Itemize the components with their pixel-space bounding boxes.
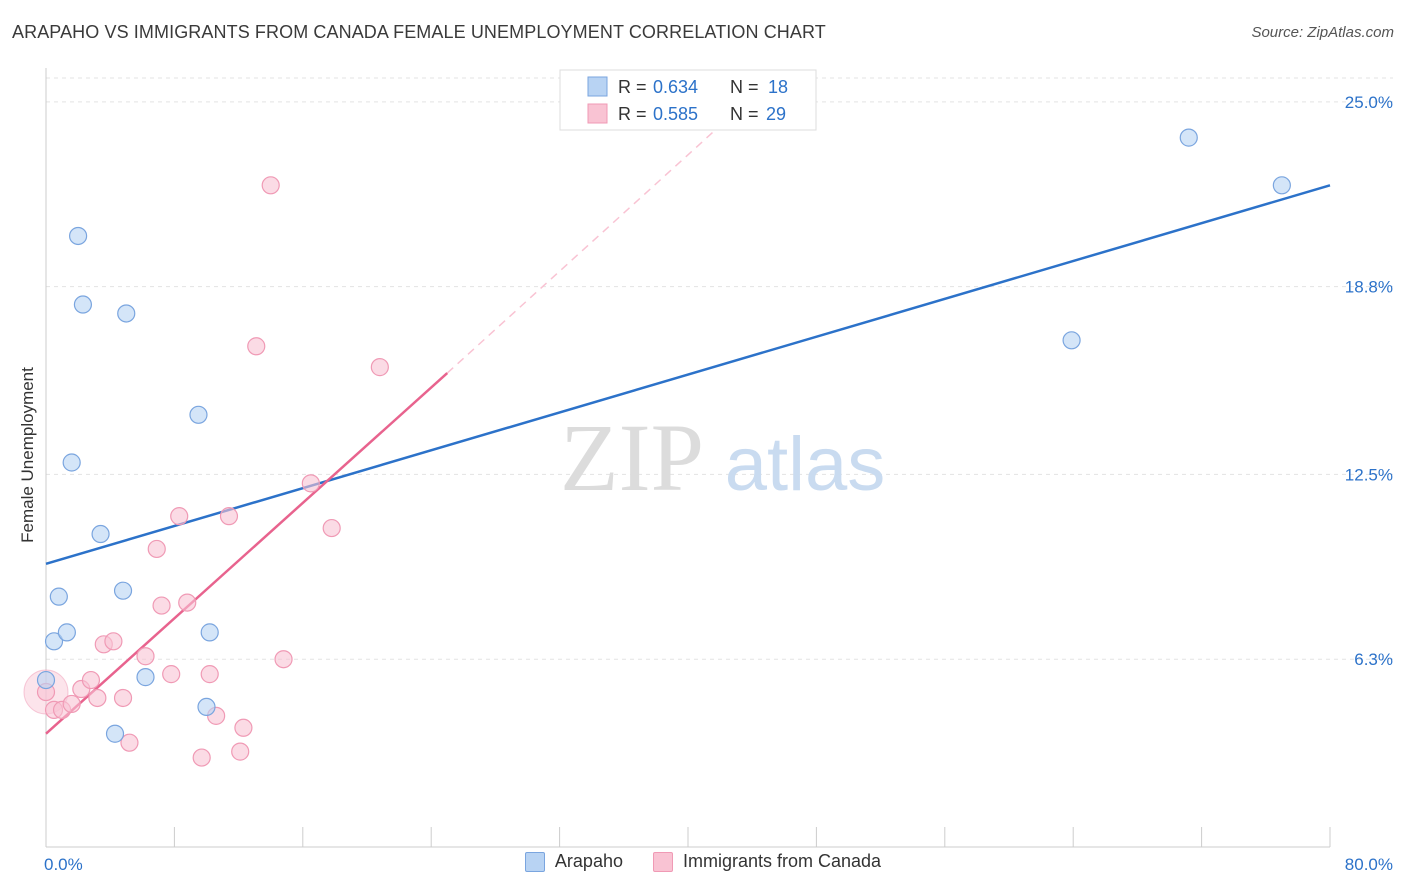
data-point-canada (113, 688, 133, 708)
data-point-canada (192, 748, 211, 767)
gridlines (46, 77, 1393, 660)
data-point-canada (234, 718, 253, 737)
x-tick-label: 80.0% (1345, 855, 1393, 874)
y-tick-label: 12.5% (1345, 465, 1393, 484)
y-tick-label: 18.8% (1345, 278, 1393, 297)
watermark-zip: ZIP (560, 404, 704, 511)
data-points (23, 128, 1291, 767)
data-point-arapaho (91, 524, 110, 544)
data-point-arapaho (1272, 176, 1291, 195)
legend-swatch (524, 851, 545, 872)
data-point-arapaho (49, 587, 68, 606)
watermark: ZIP atlas (560, 404, 885, 511)
data-point-canada (322, 518, 341, 538)
legend-swatch (652, 851, 673, 872)
data-point-canada (88, 688, 107, 708)
legend-box: R = 0.634 N = 18 R = 0.585 N = 29 (559, 69, 817, 131)
data-point-canada (274, 650, 293, 669)
bottom-legend-item-canada: Immigrants from Canada (652, 851, 882, 872)
legend-label: Immigrants from Canada (682, 851, 882, 871)
data-point-arapaho (68, 226, 88, 246)
data-point-canada (81, 670, 101, 690)
bottom-legend: Arapaho Immigrants from Canada (0, 851, 1406, 872)
legend-n-value: 29 (766, 104, 786, 124)
data-point-canada (120, 733, 139, 752)
data-point-canada (370, 358, 389, 377)
data-point-canada (231, 742, 250, 761)
legend-label: Arapaho (554, 851, 623, 871)
bottom-legend-item-arapaho: Arapaho (524, 851, 623, 872)
data-point-canada (301, 474, 320, 493)
data-point-canada (147, 539, 166, 559)
data-point-canada (62, 694, 81, 714)
x-tick-label: 0.0% (44, 855, 83, 874)
tick-labels: 6.3% 12.5% 18.8% 25.0% 0.0% 80.0% (44, 93, 1393, 874)
trend-line-extension (446, 125, 721, 374)
data-point-canada (170, 507, 189, 526)
data-point-arapaho (44, 632, 64, 651)
legend-n-label: N = (730, 77, 759, 97)
legend-n-label: N = (730, 104, 759, 124)
data-point-canada (219, 507, 239, 526)
data-point-canada (261, 176, 280, 195)
data-point-canada (152, 596, 171, 615)
data-point-arapaho (113, 581, 133, 600)
legend-r-label: R = (618, 104, 647, 124)
legend-swatch-canada (587, 103, 608, 124)
axes (45, 68, 1331, 848)
chart-source: Source: ZipAtlas.com (1251, 24, 1394, 41)
data-point-arapaho (1179, 128, 1198, 147)
data-point-canada (162, 665, 181, 684)
trend-line-canada (45, 372, 449, 735)
data-point-arapaho (73, 295, 93, 314)
data-point-canada (247, 337, 266, 356)
data-point-arapaho (197, 697, 216, 717)
data-point-arapaho (57, 623, 76, 642)
data-point-canada (200, 665, 219, 684)
y-tick-label: 25.0% (1345, 93, 1393, 112)
data-point-arapaho (136, 668, 155, 687)
data-point-canada (136, 647, 155, 666)
legend-r-label: R = (618, 77, 647, 97)
chart-title: ARAPAHO VS IMMIGRANTS FROM CANADA FEMALE… (12, 22, 826, 42)
legend-r-value: 0.634 (653, 77, 698, 97)
legend-n-value: 18 (768, 77, 788, 97)
data-point-arapaho (36, 670, 56, 690)
data-point-arapaho (62, 453, 81, 472)
data-point-arapaho (117, 304, 136, 323)
data-point-arapaho (105, 724, 125, 743)
data-point-arapaho (1062, 331, 1081, 350)
data-point-canada (104, 632, 123, 651)
trend-line-arapaho (45, 184, 1331, 566)
legend-r-value: 0.585 (653, 104, 698, 124)
y-tick-label: 6.3% (1354, 650, 1393, 669)
watermark-atlas: atlas (725, 422, 886, 507)
data-point-arapaho (189, 405, 208, 424)
data-point-canada (178, 593, 197, 612)
trend-lines (45, 125, 1331, 735)
legend-swatch-arapaho (587, 76, 608, 97)
data-point-arapaho (200, 623, 219, 642)
